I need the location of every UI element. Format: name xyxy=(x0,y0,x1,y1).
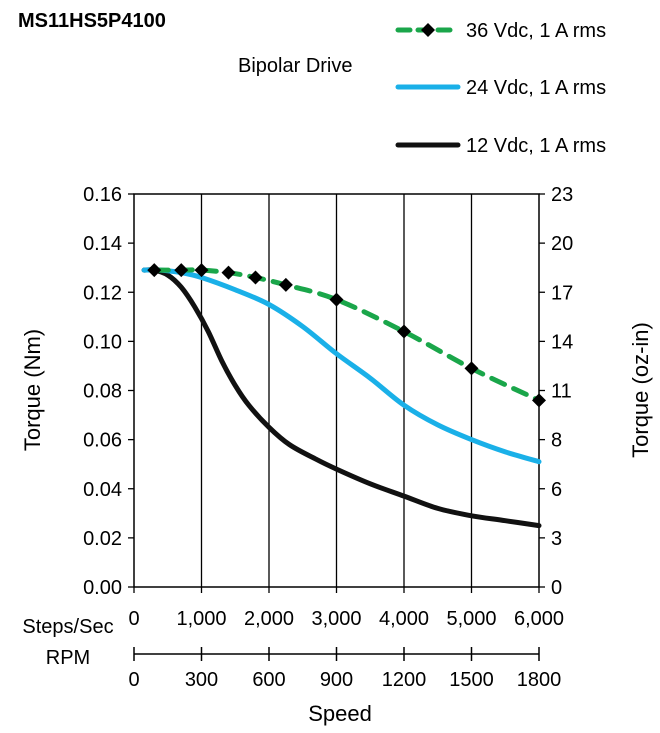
x-secondary-label: RPM xyxy=(46,647,90,669)
x-tick-label: 5,000 xyxy=(446,608,496,630)
series-line xyxy=(151,267,542,403)
x-axis-label: Speed xyxy=(308,701,372,726)
y-tick-label: 0.08 xyxy=(83,381,122,403)
y-tick-label: 0.06 xyxy=(83,430,122,452)
grid xyxy=(200,194,473,587)
y-tick-label: 0.00 xyxy=(83,577,122,599)
data-point-marker xyxy=(464,361,479,376)
data-point-marker xyxy=(248,270,263,285)
y2-tick-label: 0 xyxy=(551,577,562,599)
rpm-tick-label: 900 xyxy=(320,669,353,691)
data-point-marker xyxy=(174,263,189,278)
y2-tick-label: 23 xyxy=(551,184,573,206)
y-tick-label: 0.12 xyxy=(83,282,122,304)
legend-label: 12 Vdc, 1 A rms xyxy=(466,135,606,157)
y-tick-label: 0.14 xyxy=(83,233,122,255)
series-layer xyxy=(141,263,546,529)
legend-label: 24 Vdc, 1 A rms xyxy=(466,77,606,99)
chart-subtitle: Bipolar Drive xyxy=(238,55,352,77)
legend-marker xyxy=(421,23,435,37)
y2-tick-label: 6 xyxy=(551,479,562,501)
y2-tick-label: 20 xyxy=(551,233,573,255)
x-tick-label: 4,000 xyxy=(379,608,429,630)
y-axis-left: 0.00 0.02 0.04 0.06 0.08 0.10 0.12 0.14 0.16 xyxy=(83,184,134,599)
y2-tick-label: 14 xyxy=(551,331,573,353)
y2-tick-label: 17 xyxy=(551,282,573,304)
rpm-tick-label: 300 xyxy=(185,669,218,691)
rpm-tick-label: 1500 xyxy=(449,669,494,691)
data-point-marker xyxy=(147,263,162,278)
y-tick-label: 0.10 xyxy=(83,331,122,353)
data-point-marker xyxy=(194,263,209,278)
legend-label: 36 Vdc, 1 A rms xyxy=(466,20,606,42)
y-tick-label: 0.04 xyxy=(83,479,122,501)
y-tick-label: 0.16 xyxy=(83,184,122,206)
y2-tick-label: 8 xyxy=(551,430,562,452)
rpm-tick-label: 1200 xyxy=(382,669,427,691)
data-point-marker xyxy=(221,265,236,280)
x-tick-label: 1,000 xyxy=(176,608,226,630)
x-tick-label: 0 xyxy=(128,608,139,630)
data-point-marker xyxy=(397,324,411,339)
x-tick-label: 6,000 xyxy=(514,608,564,630)
y-tick-label: 0.02 xyxy=(83,528,122,550)
x-tick-label: 2,000 xyxy=(244,608,294,630)
y2-tick-label: 11 xyxy=(551,381,572,403)
rpm-tick-label: 1800 xyxy=(517,669,562,691)
y2-axis-label: Torque (oz-in) xyxy=(628,322,653,458)
x-axis-rpm: 0 300 600 900 1200 1500 1800 xyxy=(128,647,561,691)
data-point-marker xyxy=(532,393,546,408)
rpm-tick-label: 600 xyxy=(252,669,285,691)
data-point-marker xyxy=(278,277,293,292)
chart-title: MS11HS5P4100 xyxy=(18,10,166,32)
x-tick-label: 3,000 xyxy=(311,608,361,630)
data-point-marker xyxy=(329,292,344,307)
y-axis-label: Torque (Nm) xyxy=(20,329,45,451)
series-line xyxy=(141,267,542,529)
y-axis-right: 0 3 6 8 11 14 17 20 23 xyxy=(539,184,573,599)
legend: 36 Vdc, 1 A rms 24 Vdc, 1 A rms 12 Vdc, 1 … xyxy=(395,20,606,157)
x-primary-label: Steps/Sec xyxy=(22,616,113,638)
y2-tick-label: 3 xyxy=(551,528,562,550)
rpm-tick-label: 0 xyxy=(128,669,139,691)
x-axis-steps: 0 1,000 2,000 3,000 4,000 5,000 6,000 xyxy=(128,587,564,630)
